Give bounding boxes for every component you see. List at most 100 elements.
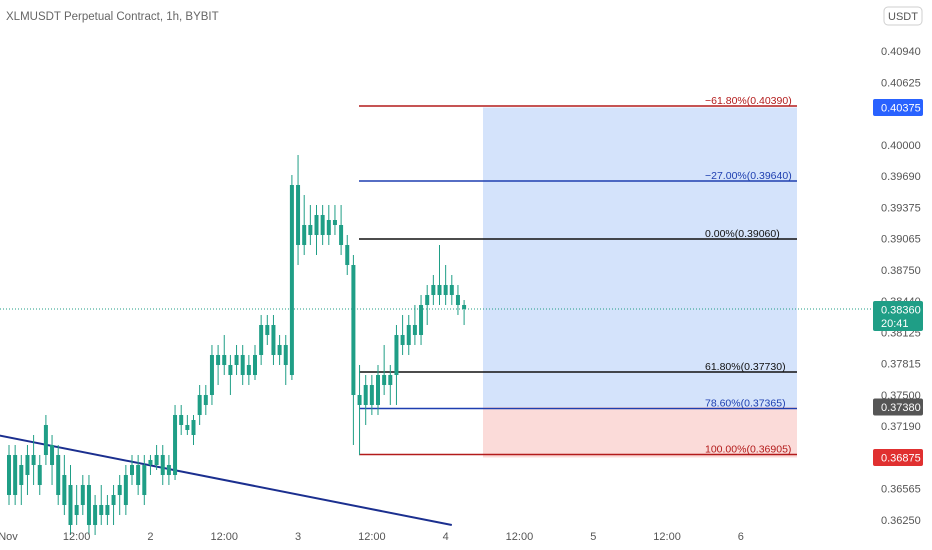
candle[interactable] (105, 495, 110, 525)
candle[interactable] (25, 445, 30, 495)
candle[interactable] (351, 255, 356, 445)
candle[interactable] (296, 155, 301, 265)
candle[interactable] (289, 175, 294, 380)
candle[interactable] (283, 335, 288, 385)
candle[interactable] (130, 455, 134, 485)
candle[interactable] (259, 315, 264, 365)
candle[interactable] (117, 475, 122, 515)
candle[interactable] (154, 445, 159, 470)
candle[interactable] (19, 455, 24, 505)
candle-body (111, 495, 116, 505)
candle[interactable] (13, 445, 18, 505)
candle[interactable] (179, 405, 184, 435)
candle[interactable] (93, 495, 98, 535)
candle-body (425, 295, 430, 305)
candle[interactable] (209, 345, 214, 405)
candle[interactable] (462, 300, 467, 325)
candle[interactable] (455, 285, 460, 315)
candle[interactable] (166, 455, 171, 485)
candle[interactable] (86, 475, 91, 535)
candle[interactable] (400, 315, 405, 355)
candle[interactable] (31, 435, 36, 485)
candle[interactable] (62, 455, 67, 515)
candle[interactable] (203, 385, 208, 415)
candle[interactable] (363, 375, 368, 425)
candle[interactable] (246, 355, 251, 385)
candle[interactable] (314, 205, 319, 255)
candle[interactable] (277, 335, 282, 365)
candle[interactable] (437, 245, 442, 305)
candle[interactable] (412, 305, 417, 345)
candle[interactable] (302, 195, 307, 255)
candle[interactable] (382, 345, 387, 395)
candle[interactable] (425, 285, 430, 325)
candle[interactable] (99, 485, 104, 525)
candle[interactable] (339, 205, 344, 255)
candle[interactable] (123, 465, 128, 515)
candle-body (160, 455, 165, 475)
candle-body (406, 325, 411, 345)
candle[interactable] (228, 355, 233, 395)
price-badge[interactable]: 0.37380 (873, 398, 923, 416)
candle-body (259, 325, 264, 355)
target-zone[interactable] (483, 107, 797, 408)
candle[interactable] (222, 335, 227, 375)
candle[interactable] (376, 365, 380, 415)
candle-body (136, 465, 141, 485)
candle[interactable] (394, 325, 399, 405)
candle[interactable] (50, 435, 55, 485)
candle[interactable] (142, 455, 147, 505)
candle[interactable] (357, 365, 362, 455)
currency-button-frame[interactable] (883, 6, 923, 26)
candle[interactable] (332, 205, 337, 235)
candle[interactable] (216, 345, 221, 385)
candle[interactable] (68, 465, 73, 535)
candle[interactable] (271, 315, 276, 365)
candle[interactable] (443, 265, 448, 305)
candle[interactable] (74, 485, 79, 525)
candle[interactable] (369, 375, 374, 415)
price-badge[interactable]: 0.36875 (873, 449, 923, 466)
candle[interactable] (191, 415, 196, 445)
candle[interactable] (7, 445, 11, 505)
candle[interactable] (56, 445, 61, 505)
candle[interactable] (308, 205, 313, 245)
price-badge-value: 0.38360 (881, 305, 921, 317)
candle[interactable] (388, 365, 393, 405)
candle[interactable] (148, 455, 153, 475)
price-badge[interactable]: 0.40375 (873, 99, 923, 116)
candle[interactable] (197, 385, 202, 425)
x-tick-label: 12:00 (653, 531, 681, 543)
candle[interactable] (185, 415, 190, 435)
candle[interactable] (37, 455, 42, 495)
candle[interactable] (253, 345, 257, 380)
candle-body (7, 455, 11, 495)
candle[interactable] (111, 485, 116, 525)
candle[interactable] (43, 415, 48, 465)
candle[interactable] (173, 405, 178, 480)
candle[interactable] (80, 475, 85, 515)
currency-button-label[interactable]: USDT (888, 11, 918, 23)
candle[interactable] (240, 345, 245, 385)
candle-body (308, 225, 313, 235)
y-tick-label: 0.36565 (881, 484, 921, 496)
candle[interactable] (265, 315, 270, 345)
stop-zone[interactable] (483, 407, 797, 458)
candle[interactable] (449, 275, 454, 305)
candle-body (283, 345, 288, 365)
candle[interactable] (431, 275, 436, 305)
trend-line[interactable] (0, 434, 452, 526)
candle[interactable] (406, 315, 411, 355)
candle[interactable] (234, 345, 239, 375)
candle[interactable] (419, 295, 424, 345)
candle[interactable] (345, 235, 350, 275)
candle[interactable] (160, 445, 165, 485)
time-axis[interactable]: Nov 12:00 2 12:00 3 12:00 4 12:00 5 12:00 6 (0, 531, 744, 543)
candle[interactable] (136, 455, 141, 495)
candle[interactable] (326, 205, 331, 245)
currency-button[interactable]: USDT (883, 6, 923, 26)
candle[interactable] (320, 205, 325, 245)
